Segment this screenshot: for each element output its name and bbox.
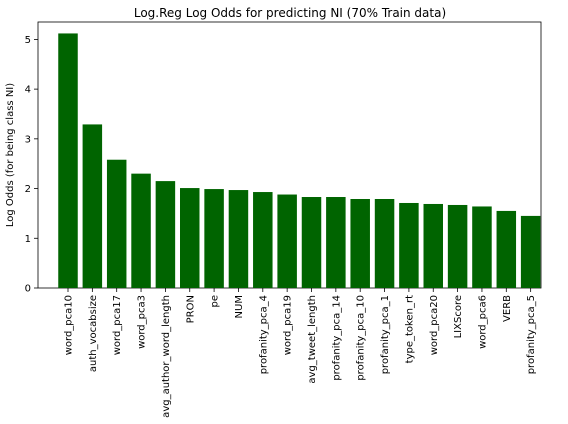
bar-word_pca10: [58, 33, 78, 288]
bar-LIXScore: [447, 204, 468, 288]
bar-word_pca6: [472, 206, 492, 288]
bar-avg_tweet_length: [301, 197, 322, 288]
bar-VERB: [496, 210, 517, 288]
x-tick-label: word_pca10: [64, 295, 75, 355]
x-tick-label: auth_vocabsize: [88, 295, 99, 372]
bar-word_pca20: [423, 203, 443, 288]
x-tick-label: word_pca20: [429, 295, 440, 355]
bar-PRON: [180, 188, 200, 288]
x-tick-label: avg_author_word_length: [161, 295, 172, 418]
bar-profanity_pca_14: [326, 197, 346, 288]
bar-profanity_pca_5: [520, 215, 541, 288]
bar-type_token_rt: [399, 202, 419, 288]
x-tick-label: VERB: [502, 295, 513, 322]
y-tick-label: 5: [25, 35, 31, 46]
x-tick-label: word_pca17: [112, 295, 123, 355]
chart-title: Log.Reg Log Odds for predicting NI (70% …: [134, 6, 446, 20]
y-axis-label: Log Odds (for being class NI): [5, 83, 16, 227]
x-tick-label: profanity_pca_5: [526, 295, 537, 374]
x-tick-label: word_pca19: [283, 295, 294, 355]
bar-profanity_pca_1: [374, 199, 395, 288]
bar-auth_vocabsize: [82, 124, 103, 288]
x-tick-label: LIXScore: [453, 295, 464, 338]
bar-profanity_pca_10: [350, 199, 370, 288]
bars-group: [58, 33, 541, 288]
bar-profanity_pca_4: [253, 192, 273, 288]
y-tick-label: 2: [25, 184, 31, 195]
y-tick-label: 4: [25, 85, 31, 96]
bar-word_pca3: [131, 173, 151, 288]
x-tick-label: profanity_pca_4: [258, 295, 269, 374]
bar-word_pca19: [277, 194, 297, 288]
bar-NUM: [228, 190, 249, 288]
y-tick-label: 0: [25, 284, 31, 295]
y-axis: 0 1 2 3 4 5: [25, 35, 38, 295]
y-tick-label: 1: [25, 234, 31, 245]
x-tick-label: type_token_rt: [404, 295, 415, 363]
x-tick-label: word_pca6: [477, 295, 488, 349]
x-tick-label: word_pca3: [137, 295, 148, 349]
x-axis: word_pca10 auth_vocabsize word_pca17 word_p…: [64, 288, 537, 418]
x-tick-label: PRON: [185, 295, 196, 323]
x-tick-label: NUM: [234, 295, 245, 318]
x-tick-label: pe: [210, 295, 221, 308]
x-tick-label: avg_tweet_length: [307, 295, 318, 384]
x-tick-label: profanity_pca_10: [356, 295, 367, 381]
x-tick-label: profanity_pca_1: [380, 295, 391, 374]
bar-word_pca17: [106, 159, 127, 288]
x-tick-label: profanity_pca_14: [331, 295, 342, 381]
bar-pe: [204, 189, 224, 288]
bar-avg_author_word_length: [155, 181, 176, 288]
y-tick-label: 3: [25, 134, 31, 145]
